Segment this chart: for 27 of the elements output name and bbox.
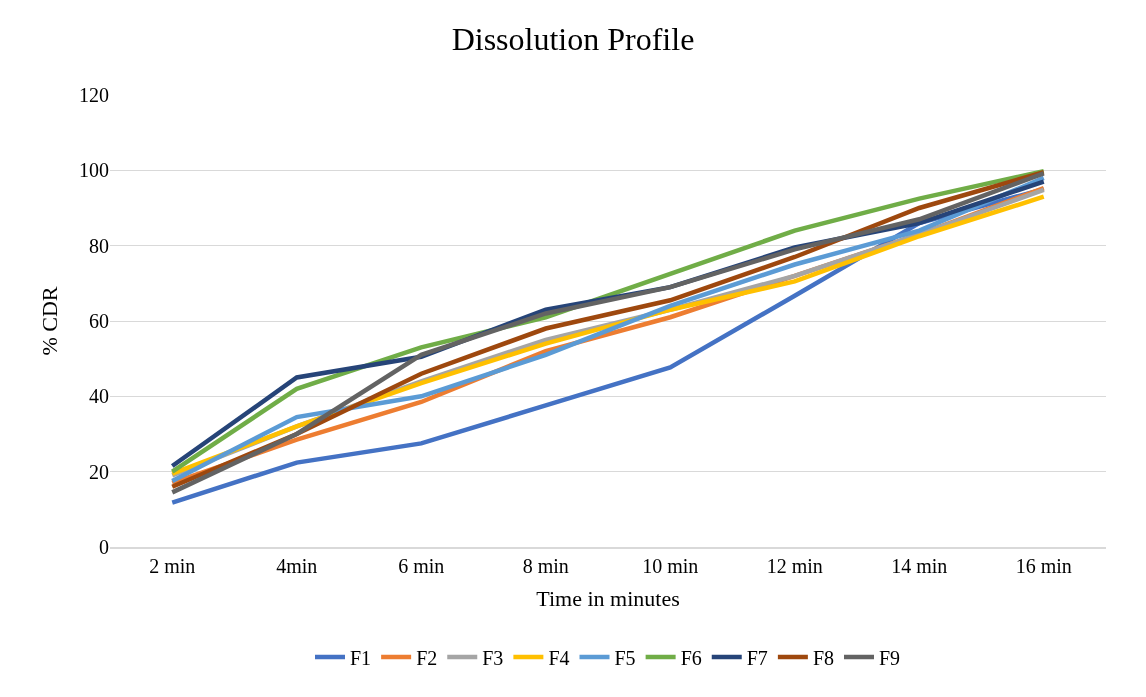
legend-label: F6 [680, 646, 702, 669]
legend-label: F3 [482, 646, 504, 669]
x-tick-label: 2 min [149, 554, 196, 577]
x-tick-label: 4min [276, 554, 318, 577]
legend-label: F7 [746, 646, 768, 669]
x-tick-label: 12 min [766, 554, 823, 577]
x-tick-label: 10 min [642, 554, 699, 577]
x-tick-label: 8 min [522, 554, 569, 577]
y-tick-label: 120 [79, 84, 109, 106]
y-tick-label: 60 [89, 310, 109, 332]
legend-label: F1 [350, 646, 372, 669]
x-tick-label: 16 min [1015, 554, 1072, 577]
chart-title: Dissolution Profile [451, 21, 695, 58]
legend-label: F8 [812, 646, 834, 669]
y-tick-label: 0 [99, 536, 109, 558]
legend-label: F2 [416, 646, 438, 669]
y-axis-title: % CDR [36, 286, 62, 356]
y-tick-label: 80 [89, 234, 109, 257]
y-tick-label: 40 [89, 385, 109, 408]
y-tick-label: 20 [89, 460, 109, 483]
legend-label: F5 [614, 646, 636, 669]
x-tick-label: 6 min [398, 554, 445, 577]
y-tick-label: 100 [79, 159, 109, 182]
legend-label: F4 [548, 646, 570, 669]
x-tick-label: 14 min [891, 554, 948, 577]
x-axis-title: Time in minutes [536, 586, 680, 612]
legend-label: F9 [879, 646, 901, 669]
